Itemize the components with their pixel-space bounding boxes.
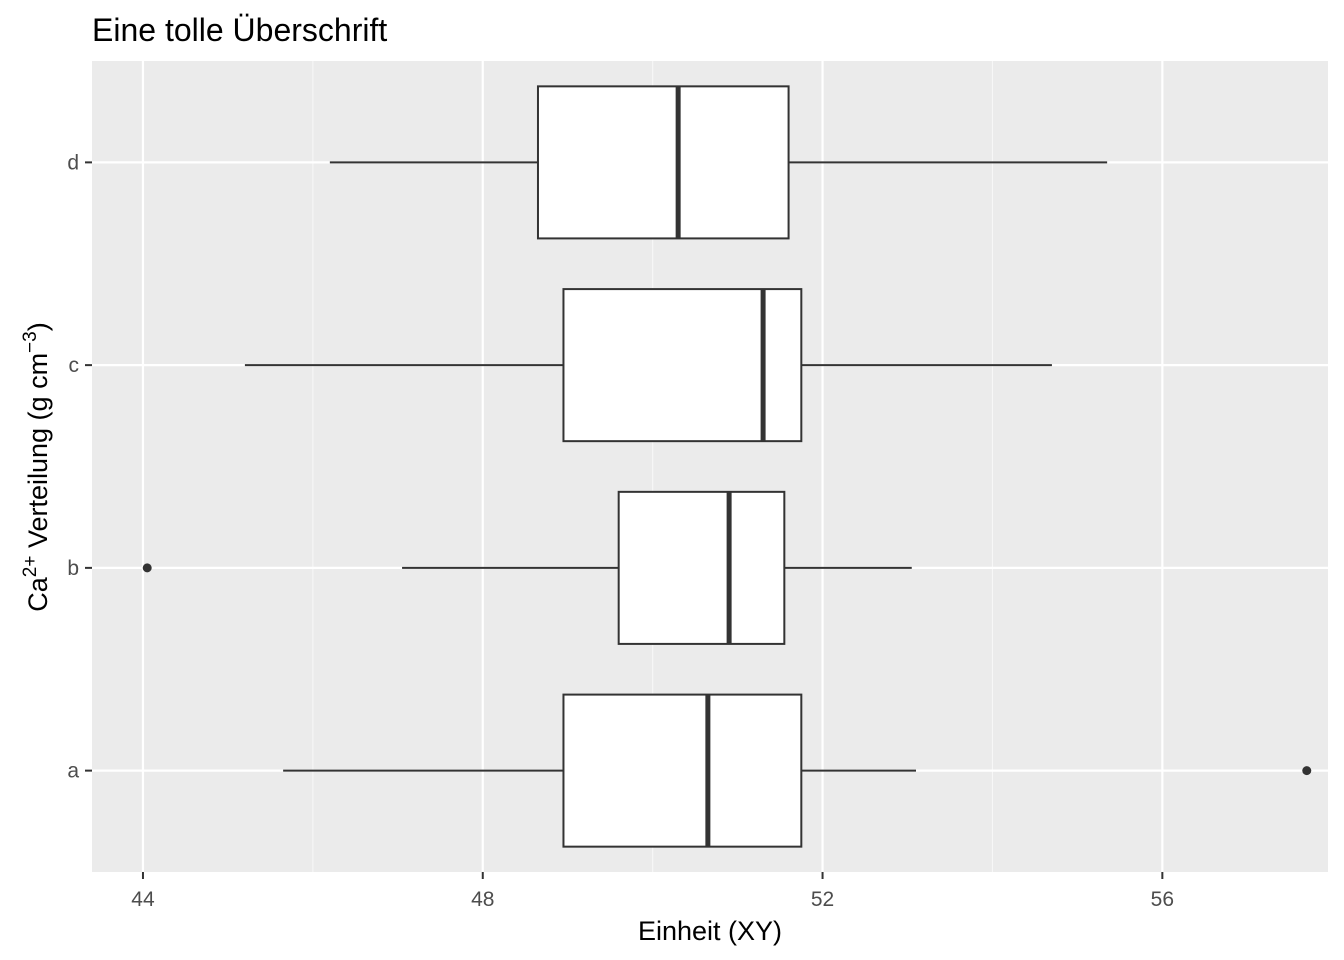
axes: 44 48 52 56 a b c d [67, 151, 1174, 911]
outlier-point-b [142, 563, 152, 573]
y-tick-label: b [67, 557, 79, 580]
y-tick-label: a [67, 760, 79, 783]
chart-title: Eine tolle Überschrift [92, 12, 387, 48]
outlier-point-a [1302, 766, 1312, 776]
box-a [283, 693, 1312, 848]
y-axis-title-unit-superscript: −3 [20, 331, 41, 353]
x-tick-label: 44 [131, 888, 155, 911]
x-tick-label: 48 [471, 888, 494, 911]
box-series [142, 85, 1312, 848]
y-tick-label: d [67, 151, 79, 174]
x-tick-label: 56 [1151, 888, 1174, 911]
box-iqr-b [617, 490, 786, 645]
y-axis-title: Ca2+ Verteilung (g cm−3) [20, 322, 53, 611]
box-c [244, 288, 1052, 443]
box-iqr-a [562, 693, 803, 848]
box-iqr-c [562, 288, 803, 443]
y-axis-title-prefix-superscript: 2+ [20, 556, 41, 578]
y-axis-title-prefix: Ca [23, 576, 53, 611]
box-b [142, 490, 912, 645]
box-d [329, 85, 1108, 240]
y-axis-title-middle: Verteilung (g cm [23, 353, 53, 556]
y-axis-title-suffix: ) [23, 322, 53, 331]
box-iqr-d [536, 85, 790, 240]
x-axis-title: Einheit (XY) [638, 916, 782, 946]
x-tick-label: 52 [811, 888, 834, 911]
y-tick-label: c [69, 354, 80, 377]
